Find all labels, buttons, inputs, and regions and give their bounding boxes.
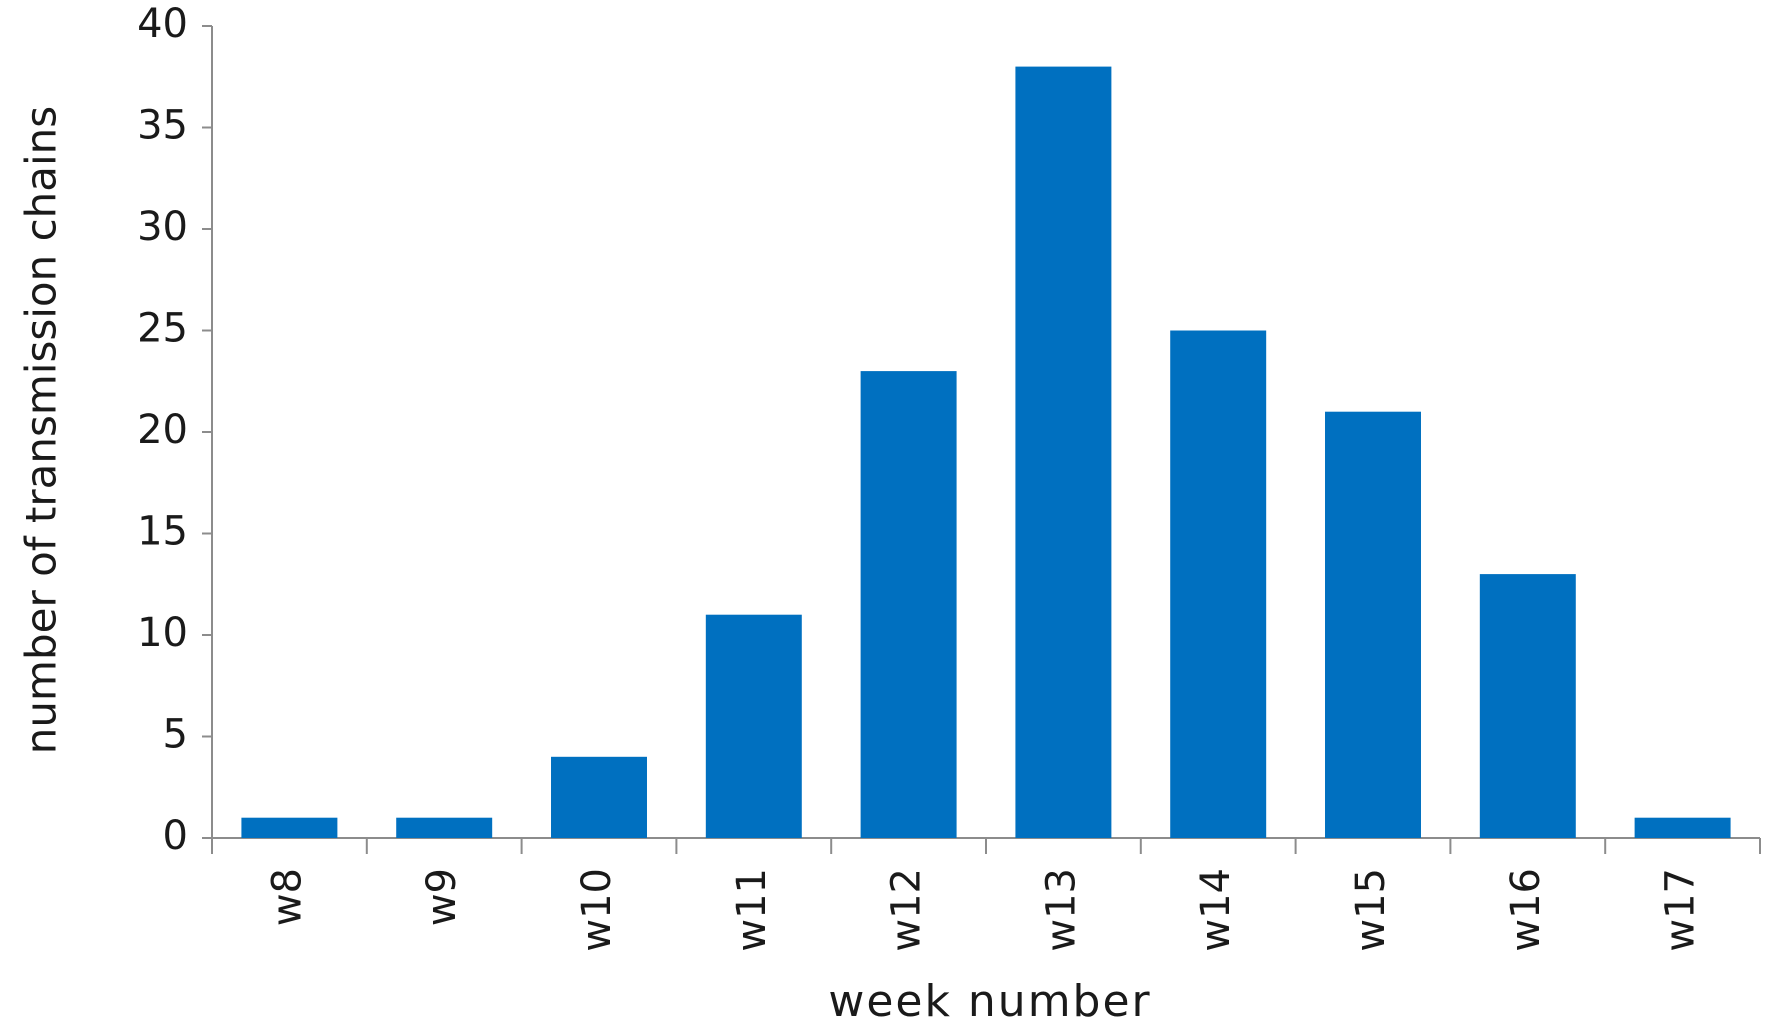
bar [1634, 817, 1731, 838]
x-tick-label: w9 [419, 868, 465, 926]
bar [705, 614, 802, 838]
y-tick-label: 40 [137, 1, 188, 47]
y-axis-title: number of transmission chains [17, 106, 66, 754]
x-tick-label: w10 [574, 868, 620, 952]
bar [1325, 411, 1421, 838]
y-tick-label: 10 [137, 610, 188, 656]
y-tick-label: 25 [137, 306, 188, 352]
y-tick-label: 35 [137, 103, 188, 149]
x-tick-label: w12 [884, 868, 930, 952]
y-tick-label: 15 [137, 509, 188, 555]
y-tick-label: 0 [163, 813, 188, 859]
bar [241, 817, 338, 838]
x-tick-label: w16 [1503, 868, 1549, 952]
y-tick-label: 20 [137, 407, 188, 453]
y-tick-label: 30 [137, 204, 188, 250]
x-tick-label: w14 [1193, 868, 1239, 952]
x-tick-label: w8 [264, 868, 310, 926]
x-tick-label: w17 [1658, 868, 1704, 952]
bar [1170, 330, 1267, 838]
x-tick-label: w15 [1348, 868, 1394, 952]
bar [396, 817, 493, 838]
bar [1015, 66, 1112, 839]
x-tick-label: w13 [1038, 868, 1084, 952]
bar [1479, 574, 1576, 838]
x-tick-label: w11 [729, 868, 775, 952]
bar [860, 371, 957, 838]
y-tick-label: 5 [163, 712, 188, 758]
x-axis-title: week number [828, 976, 1151, 1027]
bar [551, 756, 647, 838]
